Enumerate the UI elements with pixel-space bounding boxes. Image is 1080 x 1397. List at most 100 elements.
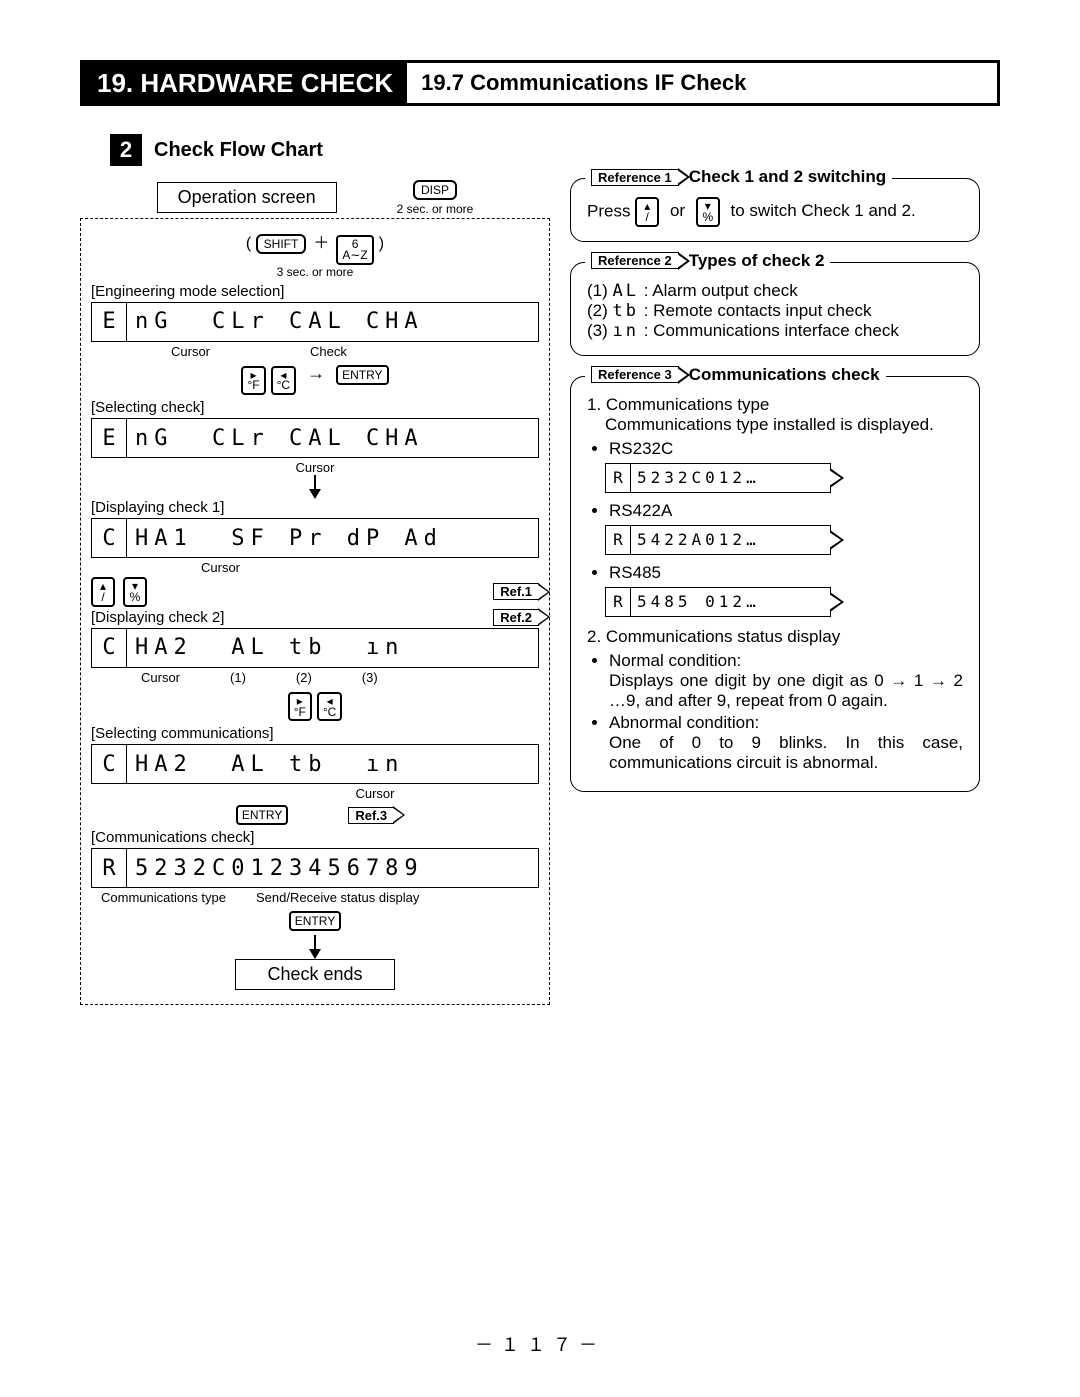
step5-label: [Selecting communications]: [91, 725, 539, 742]
entry-button-2: ENTRY: [236, 805, 288, 825]
ref3-p2b-t: Normal condition:: [609, 651, 741, 670]
c-button: ◂ °C: [271, 366, 296, 396]
header-left: 19. HARDWARE CHECK: [83, 63, 407, 103]
f-button-2: ▸ °F: [288, 692, 312, 722]
ref3-p2c-t: Abnormal condition:: [609, 713, 759, 732]
lcd-rs485-r: 5485 012…: [631, 587, 831, 617]
down-button-r1: ▾ %: [696, 197, 720, 227]
reference-2-box: Reference 2 Types of check 2 (1) AL : Al…: [570, 262, 980, 356]
ref1-title: Check 1 and 2 switching: [689, 167, 886, 187]
ref2-i3a: (3): [587, 321, 608, 340]
lcd-rs232-r: 5232C012…: [631, 463, 831, 493]
step1-label: [Engineering mode selection]: [91, 283, 539, 300]
lcd-rs232-l: R: [605, 463, 631, 493]
cursor-label-5: Cursor: [355, 786, 394, 801]
lcd1-right: nG CLr CAL CHA: [127, 302, 539, 342]
ref3-p2b: Displays one digit by one digit as 0 → 1…: [609, 671, 963, 711]
lcd3-left: C: [91, 518, 127, 558]
flow-dash-region: ( SHIFT ＋ 6 A∼Z ) 3 sec. or more [Engine…: [80, 218, 550, 1005]
entry-button-3: ENTRY: [289, 911, 341, 931]
cursor-label-4: Cursor: [141, 670, 180, 685]
ref2-tag: Reference 2: [591, 252, 679, 269]
ref3-title: Communications check: [689, 365, 880, 385]
lcd5-left: C: [91, 744, 127, 784]
step6-label: [Communications check]: [91, 829, 539, 846]
disp-note: 2 sec. or more: [397, 202, 474, 216]
lcd-rs232: R 5232C012…: [605, 463, 963, 493]
lcd-row-4: C HA2 AL tb ın: [91, 628, 539, 668]
ref2-tag-inline: Ref.2: [493, 609, 539, 626]
r1-up-bot: /: [646, 212, 649, 223]
lcd6-right: 5232C0123456789: [127, 848, 539, 888]
page-header: 19. HARDWARE CHECK 19.7 Communications I…: [80, 60, 1000, 106]
disp-button: DISP: [413, 180, 457, 200]
shift-note: 3 sec. or more: [91, 265, 539, 279]
ref3-tag-inline: Ref.3: [348, 807, 394, 824]
rs485-label: RS485: [609, 563, 963, 583]
reference-1-box: Reference 1 Check 1 and 2 switching Pres…: [570, 178, 980, 242]
step4-label: [Displaying check 2]: [91, 609, 224, 626]
ref3-p2c: One of 0 to 9 blinks. In this case, comm…: [609, 733, 963, 773]
c-button-2: ◂ °C: [317, 692, 342, 722]
lcd5-right: HA2 AL tb ın: [127, 744, 539, 784]
r1-dn-bot: %: [702, 212, 713, 223]
up-button-r1: ▴ /: [635, 197, 659, 227]
flowchart: Operation screen DISP 2 sec. or more ( S…: [80, 178, 550, 1005]
entry-button-1: ENTRY: [336, 365, 388, 385]
lcd6-left: R: [91, 848, 127, 888]
ref2-title: Types of check 2: [689, 251, 825, 271]
cursor-label-1: Cursor: [171, 344, 210, 359]
comm-type-note: Communications type: [101, 890, 226, 905]
section-number: 2: [110, 134, 142, 166]
section-title-text: Check Flow Chart: [154, 139, 323, 162]
c-bot: °C: [277, 380, 290, 391]
ref2-i3b: ın: [613, 321, 639, 341]
ref1-tail: to switch Check 1 and 2.: [731, 201, 916, 220]
up-bot: /: [101, 592, 104, 603]
status-display-note: Send/Receive status display: [256, 890, 419, 905]
f-bot-2: °F: [294, 707, 306, 718]
lcd-rs485: R 5485 012…: [605, 587, 963, 617]
ref3-p1b: Communications type installed is display…: [587, 415, 963, 435]
up-button: ▴ /: [91, 577, 115, 607]
lcd-row-2: E nG CLr CAL CHA: [91, 418, 539, 458]
reference-3-box: Reference 3 Communications check 1. Comm…: [570, 376, 980, 792]
page-number: －１１７－: [475, 1331, 605, 1357]
shift-button: SHIFT: [256, 234, 307, 254]
rs232-label: RS232C: [609, 439, 963, 459]
section-title: 2 Check Flow Chart: [110, 134, 1000, 166]
step2-label: [Selecting check]: [91, 399, 539, 416]
lcd-rs422: R 5422A012…: [605, 525, 963, 555]
node-operation-screen: Operation screen: [157, 182, 337, 213]
lcd-row-6: R 5232C0123456789: [91, 848, 539, 888]
f-button: ▸ °F: [241, 366, 265, 396]
ref2-i2a: (2): [587, 301, 608, 320]
lcd-rs485-l: R: [605, 587, 631, 617]
lcd4-right: HA2 AL tb ın: [127, 628, 539, 668]
lcd-rs422-l: R: [605, 525, 631, 555]
down-button: ▾ %: [123, 577, 147, 607]
lcd-row-5: C HA2 AL tb ın: [91, 744, 539, 784]
ref1-tag: Reference 1: [591, 169, 679, 186]
lcd-row-3: C HA1 SF Pr dP Ad: [91, 518, 539, 558]
check-label: Check: [310, 344, 347, 359]
idx-2: (2): [296, 670, 312, 685]
lcd3-right: HA1 SF Pr dP Ad: [127, 518, 539, 558]
ref1-or: or: [670, 201, 685, 220]
ref3-p1a: 1. Communications type: [587, 395, 963, 415]
lcd-rs422-r: 5422A012…: [631, 525, 831, 555]
dn-bot: %: [130, 592, 141, 603]
header-right: 19.7 Communications IF Check: [407, 63, 760, 103]
f-bot: °F: [247, 380, 259, 391]
ref3-tag: Reference 3: [591, 366, 679, 383]
az-bot: A∼Z: [342, 250, 367, 261]
lcd2-left: E: [91, 418, 127, 458]
ref2-i1c: : Alarm output check: [644, 281, 798, 300]
step3-label: [Displaying check 1]: [91, 499, 539, 516]
idx-1: (1): [230, 670, 246, 685]
ref2-i2b: tb: [613, 301, 639, 321]
ref1-press: Press: [587, 201, 630, 220]
plus-icon: ＋: [313, 235, 329, 252]
az-button: 6 A∼Z: [336, 235, 373, 265]
lcd4-left: C: [91, 628, 127, 668]
